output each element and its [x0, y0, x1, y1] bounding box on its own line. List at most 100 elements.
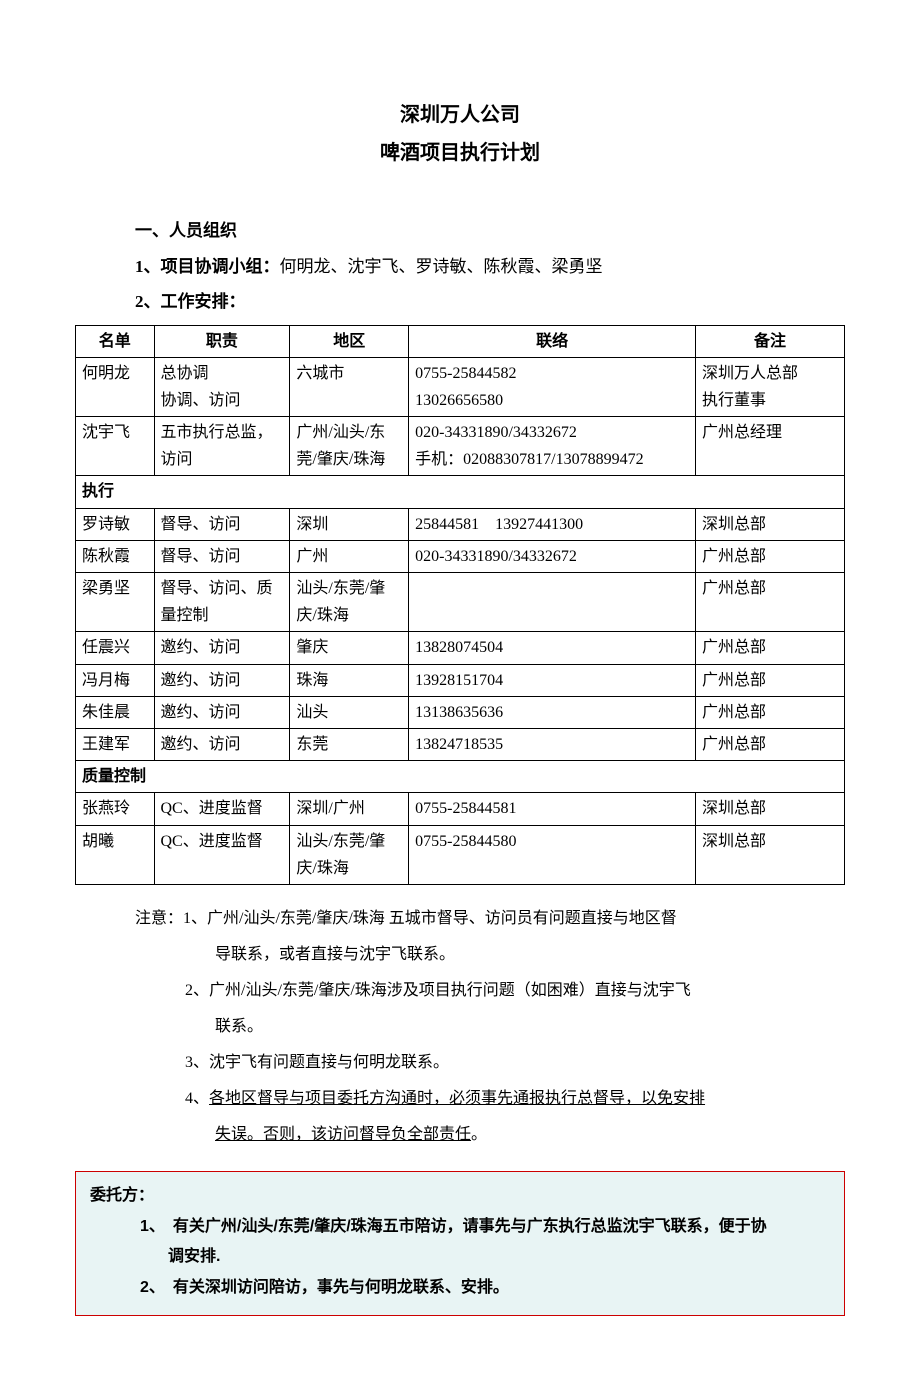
table-row: 沈宇飞五市执行总监，访问广州/汕头/东莞/肇庆/珠海020-34331890/3…: [76, 417, 845, 476]
table-row: 冯月梅邀约、访问珠海13928151704广州总部: [76, 664, 845, 696]
table-cell: 总协调协调、访问: [154, 357, 290, 416]
table-cell: 13824718535: [409, 728, 696, 760]
th-remark: 备注: [696, 325, 845, 357]
item-2: 2、工作安排：: [75, 289, 845, 315]
table-cell: 邀约、访问: [154, 664, 290, 696]
table-cell: 督导、访问、质量控制: [154, 573, 290, 632]
table-cell: 13928151704: [409, 664, 696, 696]
table-cell: 13828074504: [409, 632, 696, 664]
company-title: 深圳万人公司: [75, 100, 845, 130]
table-cell: 朱佳晨: [76, 696, 155, 728]
table-row: 陈秋霞督导、访问广州020-34331890/34332672广州总部: [76, 540, 845, 572]
callout-title: 委托方：: [90, 1182, 830, 1211]
item-1-label: 1、项目协调小组：: [135, 257, 280, 276]
notes-prefix: 注意：: [135, 910, 183, 927]
table-cell: 汕头/东莞/肇庆/珠海: [290, 573, 409, 632]
table-cell: 五市执行总监，访问: [154, 417, 290, 476]
table-section-row: 执行: [76, 476, 845, 508]
note-4a: 4、: [185, 1090, 209, 1107]
table-row: 张燕玲QC、进度监督深圳/广州0755-25844581深圳总部: [76, 793, 845, 825]
table-cell: QC、进度监督: [154, 793, 290, 825]
table-cell: [409, 573, 696, 632]
table-row: 罗诗敏督导、访问深圳25844581 13927441300深圳总部: [76, 508, 845, 540]
note-2a: 2、广州/汕头/东莞/肇庆/珠海涉及项目执行问题（如困难）直接与沈宇飞: [135, 975, 845, 1007]
table-cell: 广州总部: [696, 664, 845, 696]
table-cell: 广州总部: [696, 632, 845, 664]
table-cell: 广州/汕头/东莞/肇庆/珠海: [290, 417, 409, 476]
table-cell: 13138635636: [409, 696, 696, 728]
table-section-cell: 执行: [76, 476, 845, 508]
th-region: 地区: [290, 325, 409, 357]
th-name: 名单: [76, 325, 155, 357]
table-cell: 广州: [290, 540, 409, 572]
note-1b: 导联系，或者直接与沈宇飞联系。: [135, 939, 845, 971]
table-cell: 广州总经理: [696, 417, 845, 476]
item-1-names: 何明龙、沈宇飞、罗诗敏、陈秋霞、梁勇坚: [280, 257, 603, 276]
table-row: 胡曦QC、进度监督汕头/东莞/肇庆/珠海0755-25844580深圳总部: [76, 825, 845, 884]
table-cell: 020-34331890/34332672: [409, 540, 696, 572]
table-cell: 冯月梅: [76, 664, 155, 696]
table-cell: 督导、访问: [154, 540, 290, 572]
table-cell: 广州总部: [696, 728, 845, 760]
table-row: 何明龙总协调协调、访问六城市0755-2584458213026656580深圳…: [76, 357, 845, 416]
table-cell: 深圳总部: [696, 793, 845, 825]
table-cell: 珠海: [290, 664, 409, 696]
table-cell: 汕头: [290, 696, 409, 728]
th-contact: 联络: [409, 325, 696, 357]
note-3: 3、沈宇飞有问题直接与何明龙联系。: [135, 1047, 845, 1079]
table-cell: 六城市: [290, 357, 409, 416]
table-cell: 沈宇飞: [76, 417, 155, 476]
callout-1a: 1、 有关广州/汕头/东莞/肇庆/珠海五市陪访，请事先与广东执行总监沈宇飞联系，…: [90, 1213, 830, 1242]
th-duty: 职责: [154, 325, 290, 357]
table-cell: 邀约、访问: [154, 632, 290, 664]
table-cell: 0755-25844580: [409, 825, 696, 884]
table-cell: 督导、访问: [154, 508, 290, 540]
table-cell: 梁勇坚: [76, 573, 155, 632]
table-cell: 何明龙: [76, 357, 155, 416]
table-cell: 罗诗敏: [76, 508, 155, 540]
table-cell: 广州总部: [696, 573, 845, 632]
table-row: 王建军邀约、访问东莞13824718535广州总部: [76, 728, 845, 760]
table-cell: 邀约、访问: [154, 728, 290, 760]
notes-block: 注意：1、广州/汕头/东莞/肇庆/珠海 五城市督导、访问员有问题直接与地区督 导…: [75, 903, 845, 1151]
table-cell: 汕头/东莞/肇庆/珠海: [290, 825, 409, 884]
table-section-row: 质量控制: [76, 761, 845, 793]
table-cell: 深圳万人总部执行董事: [696, 357, 845, 416]
table-cell: 任震兴: [76, 632, 155, 664]
section-1-heading: 一、人员组织: [75, 218, 845, 244]
table-cell: 020-34331890/34332672手机：02088307817/1307…: [409, 417, 696, 476]
callout-box: 委托方： 1、 有关广州/汕头/东莞/肇庆/珠海五市陪访，请事先与广东执行总监沈…: [75, 1171, 845, 1316]
table-cell: 陈秋霞: [76, 540, 155, 572]
item-1: 1、项目协调小组：何明龙、沈宇飞、罗诗敏、陈秋霞、梁勇坚: [75, 254, 845, 280]
table-cell: 0755-2584458213026656580: [409, 357, 696, 416]
table-cell: 深圳: [290, 508, 409, 540]
table-cell: 深圳总部: [696, 825, 845, 884]
doc-subtitle: 啤酒项目执行计划: [75, 138, 845, 168]
table-cell: 张燕玲: [76, 793, 155, 825]
table-cell: 广州总部: [696, 696, 845, 728]
table-cell: 胡曦: [76, 825, 155, 884]
table-row: 梁勇坚督导、访问、质量控制汕头/东莞/肇庆/珠海 广州总部: [76, 573, 845, 632]
table-cell: 25844581 13927441300: [409, 508, 696, 540]
note-2b: 联系。: [135, 1011, 845, 1043]
staff-table: 名单 职责 地区 联络 备注 何明龙总协调协调、访问六城市0755-258445…: [75, 325, 845, 885]
note-4b-end: 。: [471, 1126, 487, 1143]
item-2-label: 2、工作安排：: [135, 292, 246, 311]
note-4b-u: 失误。否则，该访问督导负全部责任: [215, 1126, 471, 1143]
note-4a-u: 各地区督导与项目委托方沟通时，必须事先通报执行总督导，以免安排: [209, 1090, 705, 1107]
table-cell: QC、进度监督: [154, 825, 290, 884]
table-cell: 邀约、访问: [154, 696, 290, 728]
callout-2: 2、 有关深圳访问陪访，事先与何明龙联系、安排。: [90, 1274, 830, 1303]
note-1a: 1、广州/汕头/东莞/肇庆/珠海 五城市督导、访问员有问题直接与地区督: [183, 910, 677, 927]
table-cell: 深圳总部: [696, 508, 845, 540]
table-cell: 肇庆: [290, 632, 409, 664]
table-cell: 王建军: [76, 728, 155, 760]
table-cell: 0755-25844581: [409, 793, 696, 825]
table-cell: 深圳/广州: [290, 793, 409, 825]
table-cell: 东莞: [290, 728, 409, 760]
table-row: 任震兴邀约、访问肇庆13828074504广州总部: [76, 632, 845, 664]
table-section-cell: 质量控制: [76, 761, 845, 793]
table-cell: 广州总部: [696, 540, 845, 572]
callout-1b: 调安排.: [90, 1243, 830, 1272]
table-header-row: 名单 职责 地区 联络 备注: [76, 325, 845, 357]
